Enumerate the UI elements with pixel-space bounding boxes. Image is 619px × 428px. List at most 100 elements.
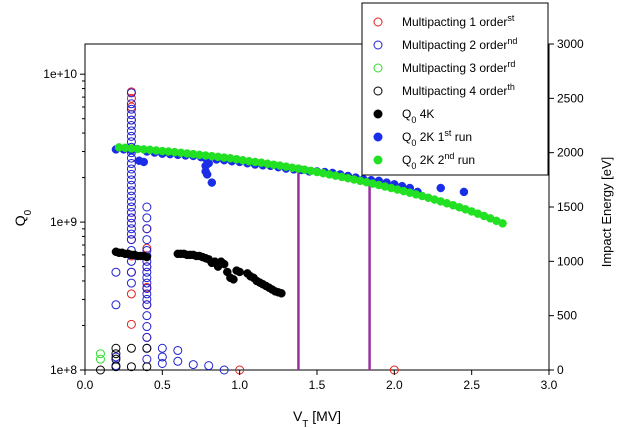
multipacting-point — [126, 175, 136, 185]
multipacting-point — [126, 121, 136, 130]
multipacting-point — [142, 332, 152, 342]
y2-tick-label: 3000 — [557, 37, 584, 51]
multipacting-point — [142, 354, 152, 364]
y2-tick-label: 1500 — [557, 200, 584, 214]
y2-tick-label: 500 — [557, 309, 577, 323]
multipacting-point — [126, 213, 136, 223]
q0-point — [204, 158, 213, 168]
multipacting-point — [126, 115, 136, 125]
legend-marker — [373, 86, 383, 96]
multipacting-point — [126, 164, 136, 174]
multipacting-point — [142, 262, 152, 272]
q0-point — [139, 157, 149, 167]
x-tick-label: 2.5 — [463, 378, 480, 392]
y2-tick-label: 0 — [557, 363, 564, 377]
x-axis: 0.0 0.5 1.0 1.5 2.0 2.5 3.0 — [77, 370, 558, 392]
multipacting-point — [142, 235, 152, 245]
q0-point — [436, 183, 445, 193]
multipacting-point — [126, 104, 136, 114]
multipacting-point — [142, 294, 152, 304]
multipacting-point — [157, 358, 167, 368]
multipacting-point — [173, 356, 183, 366]
legend-label: Multipacting 3 orderrd — [402, 59, 515, 75]
multipacting-point — [126, 88, 136, 98]
multipacting-point — [142, 278, 152, 288]
y2-axis-label: Impact Energy [eV] — [599, 157, 614, 268]
y2-tick-label: 2000 — [557, 146, 584, 160]
legend-marker — [373, 132, 383, 142]
multipacting-point — [126, 202, 136, 212]
multipacting-point — [126, 343, 136, 353]
multipacting-point — [142, 202, 152, 212]
multipacting-point — [157, 352, 167, 362]
multipacting-point — [126, 180, 136, 190]
x-tick-label: 3.0 — [541, 378, 558, 392]
multipacting-point — [142, 311, 152, 321]
multipacting-point — [126, 159, 136, 169]
y-tick-label: 1e+10 — [43, 67, 77, 81]
q0-point — [142, 252, 152, 262]
multipacting-point — [142, 362, 152, 372]
multipacting-point — [126, 131, 136, 141]
q0-point — [207, 178, 217, 187]
legend-label: Q0 4K — [402, 107, 434, 125]
multipacting-point — [126, 224, 136, 234]
multipacting-point — [126, 289, 136, 299]
x-tick-label: 1.5 — [309, 378, 326, 392]
x-tick-label: 2.0 — [386, 378, 403, 392]
multipacting-point — [126, 110, 136, 120]
multipacting-point — [126, 229, 136, 239]
legend-label: Multipacting 2 ordernd — [402, 36, 517, 52]
multipacting-point — [126, 278, 136, 288]
y-tick-label: 1e+9 — [50, 215, 77, 229]
multipacting-point — [204, 361, 214, 371]
x-tick-label: 0.5 — [154, 378, 171, 392]
legend-marker — [373, 17, 383, 27]
q0-point — [277, 289, 286, 298]
multipacting-point — [111, 343, 121, 353]
legend-label: Q0 2K 1st run — [402, 128, 472, 148]
legend-box — [361, 2, 549, 176]
y-axis-left: 1e+8 1e+9 1e+10 — [43, 67, 85, 377]
q0-point — [202, 170, 212, 179]
y-axis-right: 0 500 1000 1500 2000 2500 3000 — [549, 37, 584, 377]
multipacting-point — [126, 169, 136, 179]
q0-point — [498, 219, 507, 228]
legend-marker — [373, 155, 383, 165]
y-axis-label: Q0 — [12, 209, 34, 226]
legend-label: Multipacting 1 orderst — [402, 13, 515, 29]
multipacting-point — [126, 362, 136, 372]
legend-label: Q0 2K 2nd run — [402, 151, 475, 171]
multipacting-point — [111, 352, 121, 362]
multipacting-point — [95, 354, 105, 364]
x-tick-label: 1.0 — [231, 378, 248, 392]
x-axis-label: VT [MV] — [293, 408, 341, 428]
multipacting-point — [188, 360, 198, 370]
y2-tick-label: 2500 — [557, 91, 584, 105]
multipacting-point — [126, 191, 136, 201]
multipacting-point — [111, 300, 121, 310]
data-marks — [95, 87, 507, 375]
multipacting-point — [95, 349, 105, 359]
multipacting-point — [126, 207, 136, 217]
multipacting-point — [111, 349, 121, 359]
x-tick-label: 0.0 — [77, 378, 94, 392]
y-tick-label: 1e+8 — [50, 363, 77, 377]
multipacting-point — [142, 267, 152, 277]
q0-point — [219, 259, 229, 269]
legend-marker — [373, 40, 383, 50]
legend-marker — [373, 63, 383, 73]
multipacting-point — [111, 362, 121, 372]
multipacting-point — [126, 197, 136, 207]
multipacting-point — [142, 213, 152, 223]
multipacting-point — [126, 186, 136, 196]
multipacting-point — [142, 343, 152, 353]
multipacting-point — [126, 267, 136, 277]
legend: Multipacting 1 orderst Multipacting 2 ord… — [361, 2, 549, 176]
multipacting-point — [95, 365, 105, 375]
vertical-lines — [297, 168, 371, 370]
multipacting-point — [126, 319, 136, 329]
multipacting-point — [126, 99, 136, 109]
q0-point — [459, 187, 469, 197]
multipacting-point — [157, 343, 167, 353]
